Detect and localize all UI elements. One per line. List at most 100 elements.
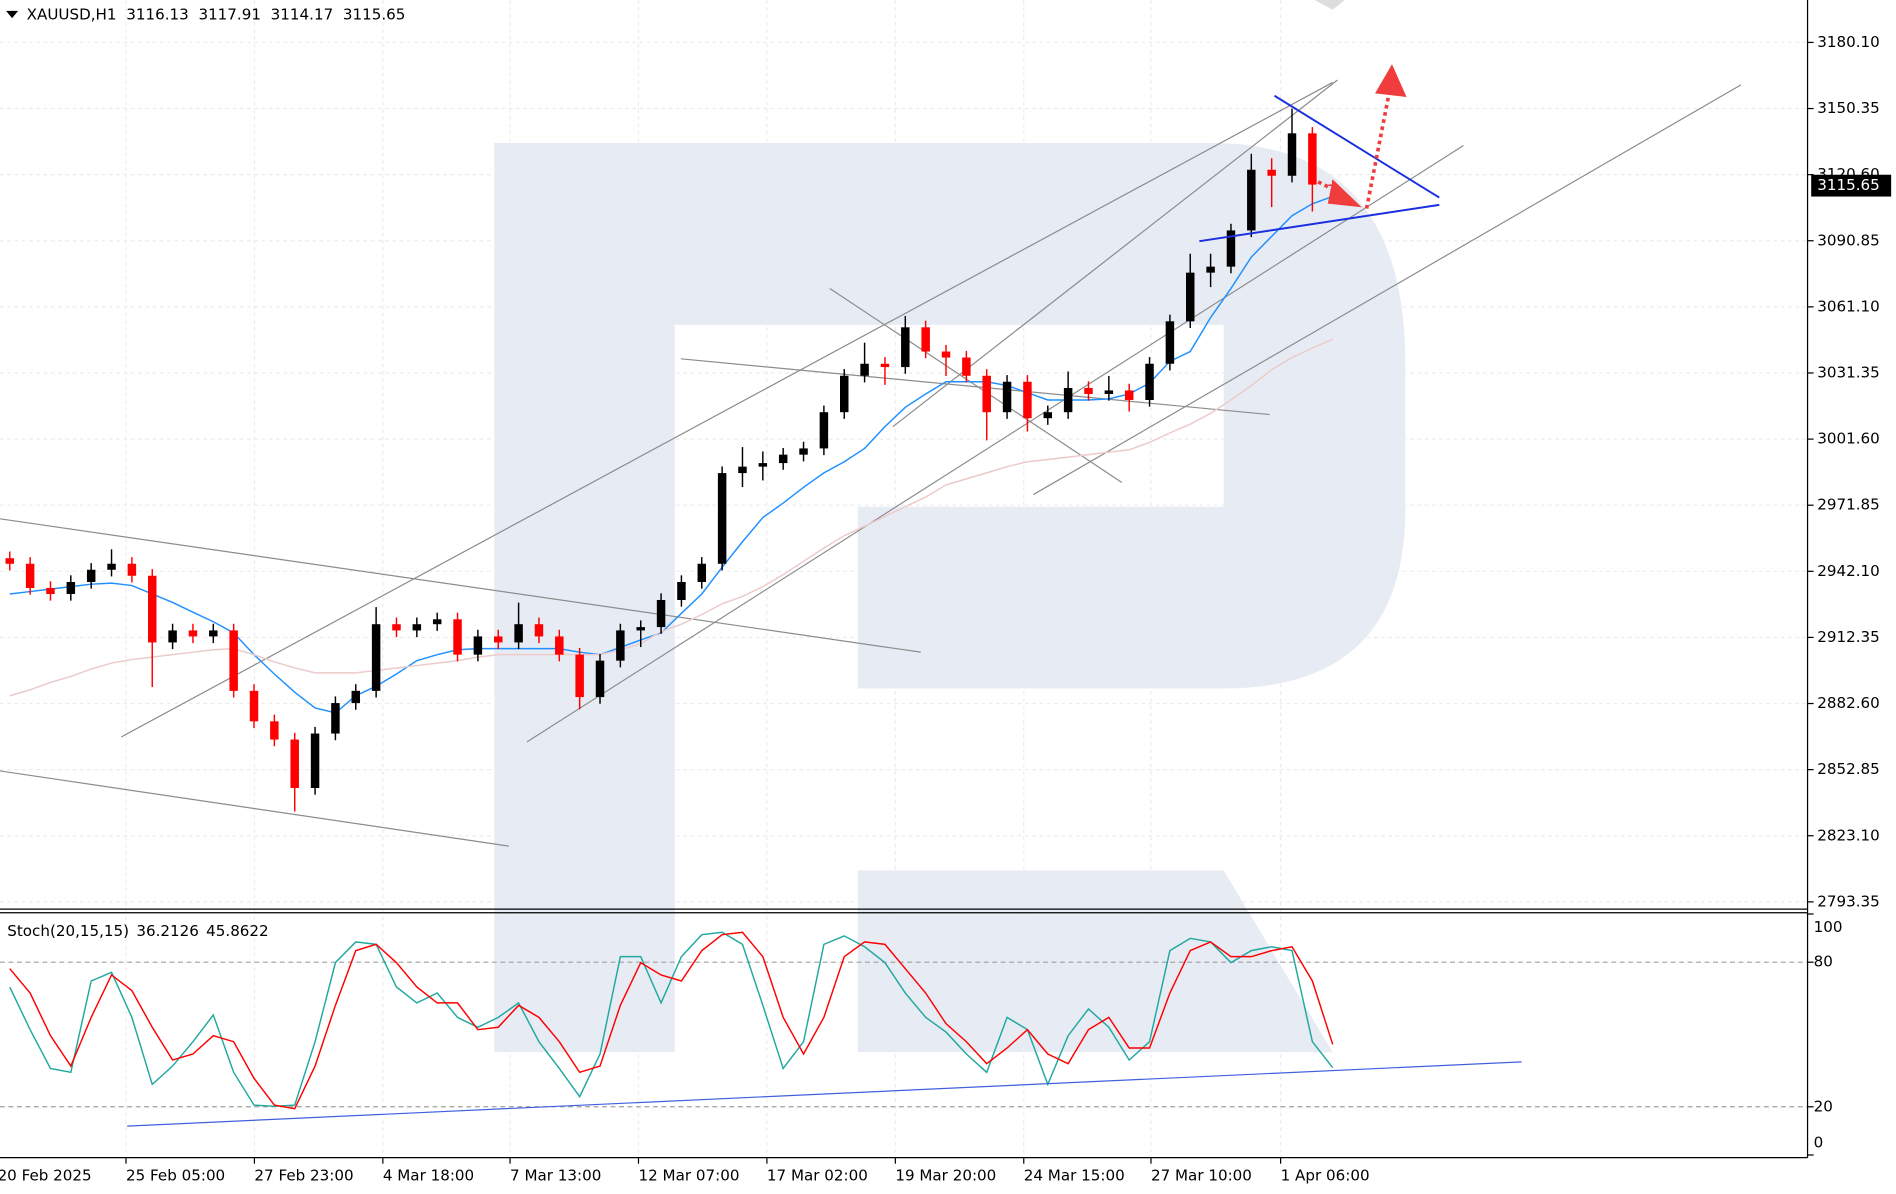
- trend-line: [0, 518, 921, 653]
- candle-body: [677, 581, 686, 600]
- candle-body: [66, 581, 76, 594]
- candle-body: [1002, 381, 1012, 413]
- stoch-line: [9, 931, 1334, 1108]
- y-tick-label: 2793.35: [1817, 892, 1880, 910]
- trend-line: [0, 770, 509, 847]
- candle-body: [127, 563, 137, 576]
- candle-body: [799, 448, 808, 455]
- candle-body: [555, 636, 564, 655]
- x-tick-label: 20 Feb 2025: [0, 1166, 92, 1184]
- y-tick-label: 3180.10: [1817, 33, 1880, 51]
- candle-body: [209, 630, 218, 637]
- y-tick-label: 3150.35: [1817, 99, 1880, 117]
- candle-body: [1287, 133, 1297, 176]
- candle-body: [453, 619, 462, 655]
- labels: 20 Feb 2025 25 Feb 05:00 27 Feb 23:00 4 Mar…: [0, 5, 1892, 1184]
- candle-body: [1063, 387, 1073, 413]
- candle-body: [107, 563, 116, 570]
- trend-line: [526, 144, 1464, 743]
- trend-line: [120, 81, 1333, 738]
- candle-body: [1267, 169, 1276, 176]
- watermark: [494, 143, 1406, 1053]
- candle-body: [412, 624, 422, 631]
- trend-line: [829, 287, 1123, 483]
- candle-body: [1023, 381, 1032, 419]
- x-tick-label: 4 Mar 18:00: [383, 1166, 474, 1184]
- trend-line: [1033, 84, 1742, 496]
- candle-body: [229, 630, 238, 691]
- candle-body: [860, 363, 869, 376]
- candle-body: [778, 454, 788, 464]
- price-label: 3115.65: [1817, 176, 1880, 194]
- candle-body: [595, 660, 605, 698]
- y-tick-label: 0: [1814, 1134, 1824, 1152]
- y-tick-label: 2852.85: [1817, 760, 1880, 778]
- x-tick-label: 12 Mar 07:00: [638, 1166, 739, 1184]
- candle-body: [921, 327, 930, 352]
- candle-body: [901, 327, 910, 368]
- plot: [5, 108, 1337, 1110]
- candle-body: [351, 690, 361, 704]
- candle-body: [880, 363, 890, 368]
- candle-body: [1124, 390, 1134, 400]
- grid: [0, 0, 1808, 1158]
- ohlc-value: 3117.91: [198, 5, 261, 23]
- x-tick-label: 7 Mar 13:00: [510, 1166, 601, 1184]
- indicator-value: 45.8622: [206, 921, 269, 939]
- candle-body: [86, 569, 96, 582]
- candle-body: [616, 630, 625, 661]
- y-tick-label: 3061.10: [1817, 297, 1880, 315]
- stoch-line: [9, 931, 1334, 1110]
- indicator-title: Stoch(20,15,15): [7, 921, 129, 939]
- y-tick-label: 80: [1814, 953, 1833, 971]
- stoch-trend-line: [127, 1061, 1522, 1127]
- candle-body: [758, 463, 768, 467]
- y-tick-label: 2882.60: [1817, 694, 1880, 712]
- candle-body: [473, 636, 483, 655]
- candle-body: [1247, 169, 1256, 231]
- candle-body: [819, 412, 829, 449]
- ohlc-value: 3115.65: [343, 5, 406, 23]
- x-tick-label: 1 Apr 06:00: [1281, 1166, 1370, 1184]
- x-tick-label: 24 Mar 15:00: [1024, 1166, 1125, 1184]
- candle-body: [494, 636, 503, 643]
- candle-body: [1043, 412, 1053, 419]
- candle-body: [1226, 230, 1236, 267]
- candle-body: [392, 624, 401, 631]
- candle-body: [25, 563, 35, 588]
- candle-body: [636, 627, 645, 631]
- candle-body: [290, 739, 299, 788]
- candle-body: [168, 630, 177, 643]
- y-tick-label: 2942.10: [1817, 562, 1880, 580]
- trend-line: [680, 358, 1270, 416]
- candle-body: [46, 587, 55, 594]
- candle-body: [1104, 390, 1114, 394]
- candle-body: [188, 630, 198, 637]
- candle-body: [5, 558, 15, 564]
- arrow-head: [1375, 64, 1407, 97]
- x-tick-label: 27 Feb 23:00: [254, 1166, 353, 1184]
- candle-body: [738, 466, 747, 474]
- candle-body: [371, 624, 381, 691]
- candle-body: [270, 721, 279, 740]
- triangle-line: [1199, 203, 1440, 243]
- candle-body: [310, 733, 320, 788]
- x-tick-label: 27 Mar 10:00: [1151, 1166, 1252, 1184]
- candle-body: [697, 563, 707, 582]
- ohlc-value: 3116.13: [126, 5, 189, 23]
- x-tick-label: 19 Mar 20:00: [895, 1166, 996, 1184]
- ohlc-value: 3114.17: [271, 5, 334, 23]
- candle-body: [148, 575, 157, 643]
- y-tick-label: 20: [1814, 1097, 1833, 1115]
- candle-body: [249, 690, 259, 722]
- arrow: [1364, 96, 1391, 209]
- y-tick-label: 3090.85: [1817, 231, 1880, 249]
- y-tick-label: 2971.85: [1817, 496, 1880, 514]
- y-tick-label: 2823.10: [1817, 826, 1880, 844]
- indicator-value: 36.2126: [136, 921, 199, 939]
- pattern: [127, 0, 1522, 1127]
- candle-body: [656, 599, 666, 628]
- candle-body: [514, 624, 523, 643]
